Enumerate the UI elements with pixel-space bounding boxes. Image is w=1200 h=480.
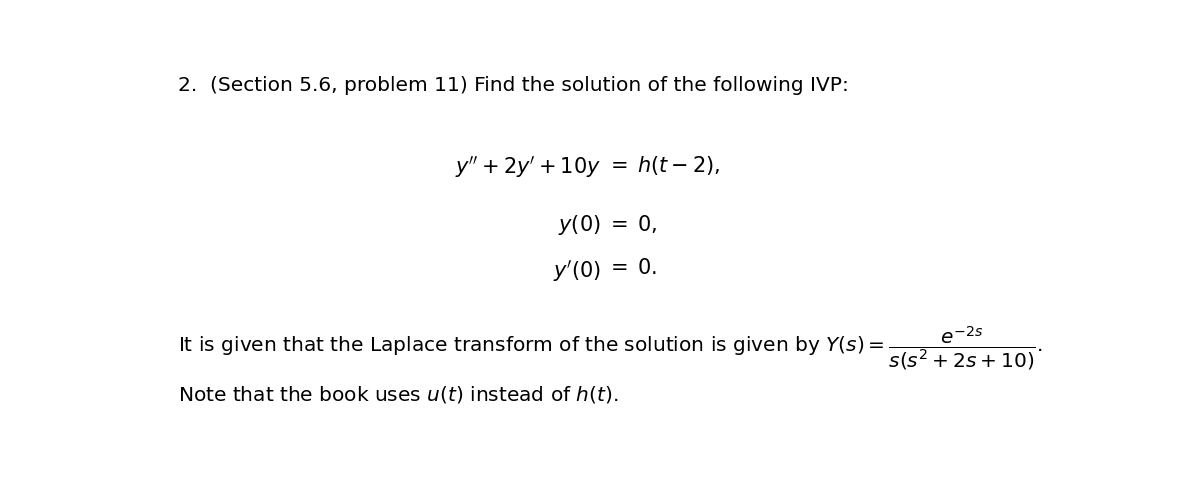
- Text: $= \; 0.$: $= \; 0.$: [606, 257, 656, 277]
- Text: $= \; h(t-2),$: $= \; h(t-2),$: [606, 154, 720, 177]
- Text: $y(0) \;$: $y(0) \;$: [558, 213, 601, 237]
- Text: $y'(0) \;$: $y'(0) \;$: [553, 257, 601, 283]
- Text: Note that the book uses $u(t)$ instead of $h(t)$.: Note that the book uses $u(t)$ instead o…: [178, 383, 618, 404]
- Text: 2.  (Section 5.6, problem 11) Find the solution of the following IVP:: 2. (Section 5.6, problem 11) Find the so…: [178, 76, 848, 95]
- Text: It is given that the Laplace transform of the solution is given by $Y(s) = \dfra: It is given that the Laplace transform o…: [178, 324, 1043, 372]
- Text: $= \; 0,$: $= \; 0,$: [606, 213, 656, 235]
- Text: $y'' + 2y' + 10y \;$: $y'' + 2y' + 10y \;$: [455, 154, 601, 180]
